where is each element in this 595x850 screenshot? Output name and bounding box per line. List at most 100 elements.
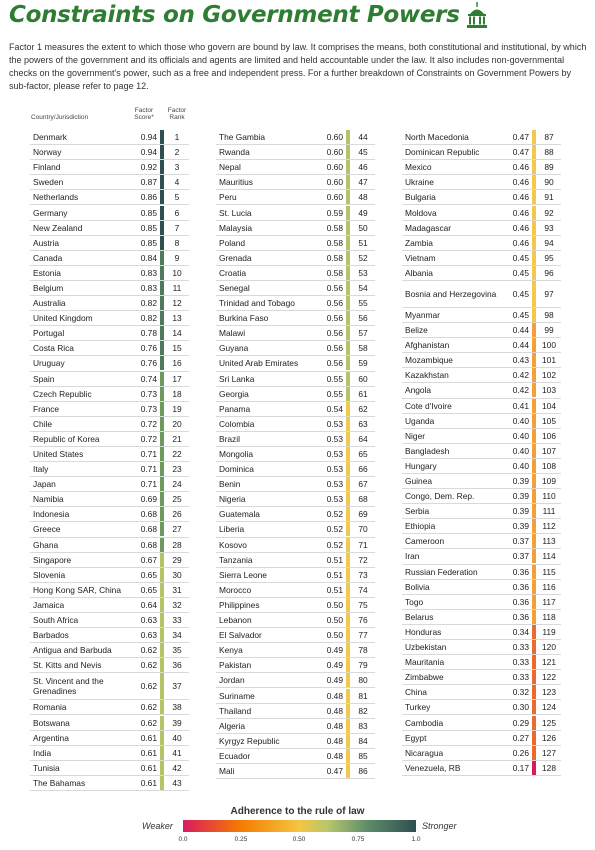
- score-color-bar: [160, 597, 164, 612]
- table-row: El Salvador 0.50 77: [216, 628, 375, 644]
- country-name: Costa Rica: [33, 343, 74, 354]
- country-name: United States: [33, 449, 84, 460]
- score-color-bar: [346, 326, 350, 341]
- country-name: Madagascar: [405, 222, 452, 233]
- factor-rank: 21: [172, 433, 182, 444]
- legend-gradient-bar: [183, 820, 416, 832]
- country-name: Grenada: [219, 252, 252, 263]
- factor-rank: 100: [542, 340, 556, 351]
- factor-score: 0.17: [512, 762, 529, 773]
- country-header: Country/Jurisdiction: [31, 114, 89, 121]
- factor-rank: 128: [542, 762, 556, 773]
- table-row: Belize 0.44 99: [402, 323, 561, 339]
- country-name: Hong Kong SAR, China: [33, 584, 121, 595]
- country-name: Mauritania: [405, 657, 445, 668]
- table-row: Guinea 0.39 109: [402, 474, 561, 490]
- country-name: Canada: [33, 252, 63, 263]
- score-color-bar: [532, 307, 536, 322]
- table-row: Madagascar 0.46 93: [402, 220, 561, 236]
- score-header: Factor Score*: [134, 107, 154, 121]
- table-row: Serbia 0.39 111: [402, 504, 561, 520]
- score-color-bar: [532, 564, 536, 579]
- factor-rank: 14: [172, 328, 182, 339]
- score-color-bar: [160, 760, 164, 775]
- factor-rank: 2: [174, 147, 180, 158]
- score-color-bar: [532, 160, 536, 175]
- factor-score: 0.58: [326, 222, 343, 233]
- score-color-bar: [160, 265, 164, 280]
- factor-rank: 117: [542, 596, 556, 607]
- country-name: Togo: [405, 596, 424, 607]
- government-building-icon: [466, 2, 487, 28]
- country-name: Dominican Republic: [405, 147, 480, 158]
- country-name: Mali: [219, 765, 235, 776]
- country-name: Denmark: [33, 132, 67, 143]
- legend-tick: 0.50: [292, 836, 306, 843]
- table-row: Cambodia 0.29 125: [402, 715, 561, 731]
- factor-rank: 45: [358, 147, 368, 158]
- score-color-bar: [346, 431, 350, 446]
- country-name: Dominica: [219, 464, 254, 475]
- factor-score: 0.33: [512, 657, 529, 668]
- legend-title: Adherence to the rule of law: [230, 806, 365, 817]
- score-color-bar: [346, 703, 350, 718]
- table-row: Angola 0.42 103: [402, 383, 561, 399]
- country-name: China: [405, 687, 427, 698]
- factor-rank: 92: [544, 207, 554, 218]
- factor-rank: 27: [172, 524, 182, 535]
- score-color-bar: [160, 401, 164, 416]
- score-color-bar: [346, 371, 350, 386]
- country-name: Antigua and Barbuda: [33, 645, 112, 656]
- factor-rank: 80: [358, 675, 368, 686]
- table-row: Tanzania 0.51 72: [216, 552, 375, 568]
- factor-rank: 57: [358, 328, 368, 339]
- factor-rank: 13: [172, 313, 182, 324]
- country-name: Guatemala: [219, 509, 260, 520]
- factor-score: 0.36: [512, 566, 529, 577]
- factor-score: 0.56: [326, 328, 343, 339]
- table-row: Cote d'Ivoire 0.41 104: [402, 398, 561, 414]
- country-name: Tunisia: [33, 762, 60, 773]
- table-row: Estonia 0.83 10: [30, 265, 189, 281]
- score-color-bar: [532, 353, 536, 368]
- factor-rank: 47: [358, 177, 368, 188]
- table-row: Peru 0.60 48: [216, 190, 375, 206]
- factor-rank: 109: [542, 476, 556, 487]
- factor-score: 0.40: [512, 415, 529, 426]
- score-color-bar: [346, 522, 350, 537]
- table-row: United Kingdom 0.82 13: [30, 311, 189, 327]
- factor-score: 0.43: [512, 355, 529, 366]
- factor-rank: 3: [174, 162, 180, 173]
- score-color-bar: [160, 730, 164, 745]
- score-color-bar: [532, 685, 536, 700]
- factor-score: 0.53: [326, 464, 343, 475]
- country-name: Chile: [33, 418, 53, 429]
- factor-score: 0.82: [140, 313, 157, 324]
- score-color-bar: [346, 235, 350, 250]
- legend-tick: 1.0: [411, 836, 421, 843]
- score-color-bar: [160, 658, 164, 673]
- factor-score: 0.52: [326, 539, 343, 550]
- table-row: Georgia 0.55 61: [216, 386, 375, 402]
- factor-score: 0.68: [140, 524, 157, 535]
- table-row: Costa Rica 0.76 15: [30, 341, 189, 357]
- country-name: Namibia: [33, 494, 64, 505]
- table-row: South Africa 0.63 33: [30, 613, 189, 629]
- factor-rank: 35: [172, 645, 182, 656]
- score-color-bar: [346, 130, 350, 145]
- score-color-bar: [160, 205, 164, 220]
- factor-score: 0.65: [140, 569, 157, 580]
- table-row: Belarus 0.36 118: [402, 609, 561, 625]
- country-name: Georgia: [219, 388, 249, 399]
- factor-rank: 68: [358, 494, 368, 505]
- factor-rank: 41: [172, 747, 182, 758]
- table-row: Norway 0.94 2: [30, 145, 189, 161]
- score-color-bar: [532, 489, 536, 504]
- factor-rank: 114: [542, 551, 556, 562]
- score-color-bar: [532, 338, 536, 353]
- table-row: Botswana 0.62 39: [30, 715, 189, 731]
- factor-score: 0.85: [140, 222, 157, 233]
- country-name: Italy: [33, 464, 49, 475]
- factor-rank: 98: [544, 309, 554, 320]
- score-color-bar: [160, 582, 164, 597]
